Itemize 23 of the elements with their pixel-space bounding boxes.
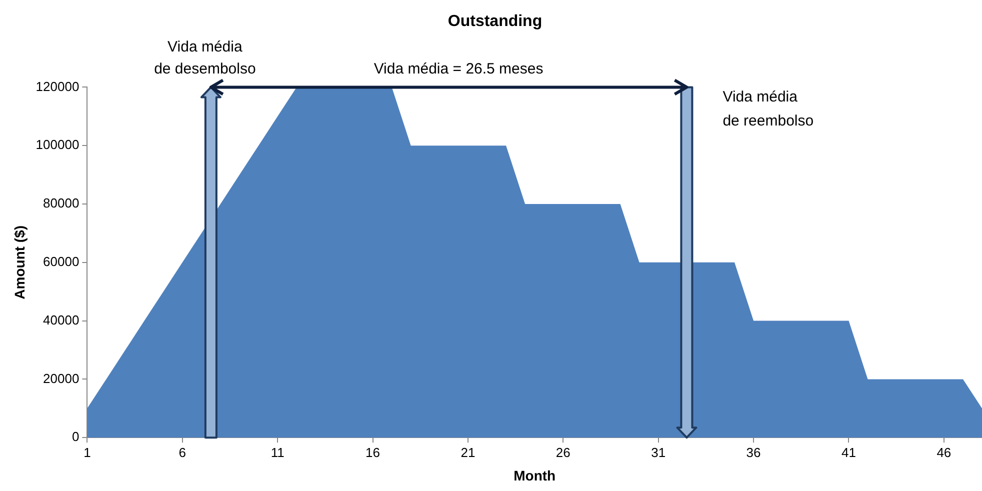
y-tick-label: 80000 <box>43 196 80 211</box>
chart-title: Outstanding <box>448 13 542 30</box>
x-tick-label: 21 <box>460 444 476 460</box>
y-axis-title: Amount ($) <box>11 225 28 300</box>
y-tick-label: 120000 <box>36 78 80 94</box>
text: Vida média = 26.5 meses <box>374 60 544 78</box>
annotation: Vida média de reembolso <box>722 88 814 130</box>
x-tick-label: 6 <box>178 444 186 460</box>
x-tick-label: 41 <box>841 444 856 460</box>
x-tick-label: 11 <box>270 444 284 460</box>
x-tick-label: 46 <box>936 444 952 460</box>
y-tick-label: 100000 <box>36 137 80 152</box>
x-tick-label: 16 <box>366 444 380 460</box>
y-tick-label: 20000 <box>43 370 80 386</box>
y-tick-label: 60000 <box>43 254 80 269</box>
x-axis-title: Month <box>514 467 556 484</box>
y-tick-label: 40000 <box>43 312 80 328</box>
y-tick-label: 0 <box>72 429 80 444</box>
x-tick-label: 36 <box>746 444 761 460</box>
x-tick-label: 31 <box>651 444 666 460</box>
text: Vida média de desembolso <box>154 38 256 78</box>
x-tick-label: 1 <box>84 444 91 460</box>
x-tick-label: 26 <box>556 444 570 460</box>
